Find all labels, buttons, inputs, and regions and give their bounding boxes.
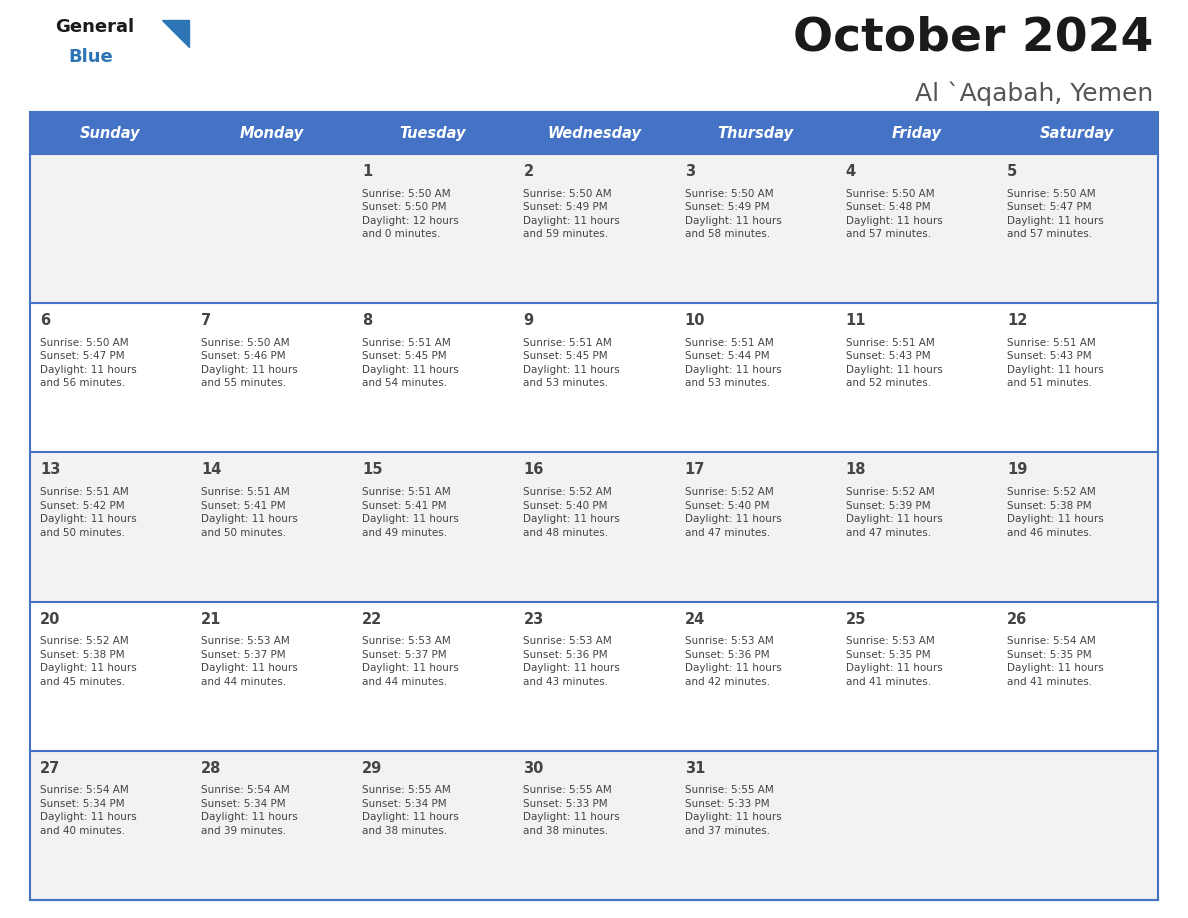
Text: October 2024: October 2024 <box>792 15 1154 60</box>
Text: Sunrise: 5:51 AM
Sunset: 5:45 PM
Daylight: 11 hours
and 54 minutes.: Sunrise: 5:51 AM Sunset: 5:45 PM Dayligh… <box>362 338 459 388</box>
Text: 3: 3 <box>684 164 695 179</box>
Polygon shape <box>162 20 189 47</box>
Text: 19: 19 <box>1007 463 1028 477</box>
Text: Sunrise: 5:53 AM
Sunset: 5:36 PM
Daylight: 11 hours
and 42 minutes.: Sunrise: 5:53 AM Sunset: 5:36 PM Dayligh… <box>684 636 782 687</box>
Text: Sunrise: 5:52 AM
Sunset: 5:38 PM
Daylight: 11 hours
and 46 minutes.: Sunrise: 5:52 AM Sunset: 5:38 PM Dayligh… <box>1007 487 1104 538</box>
Text: Sunrise: 5:50 AM
Sunset: 5:48 PM
Daylight: 11 hours
and 57 minutes.: Sunrise: 5:50 AM Sunset: 5:48 PM Dayligh… <box>846 188 942 240</box>
Text: 2: 2 <box>524 164 533 179</box>
Text: Sunrise: 5:55 AM
Sunset: 5:33 PM
Daylight: 11 hours
and 38 minutes.: Sunrise: 5:55 AM Sunset: 5:33 PM Dayligh… <box>524 785 620 836</box>
Text: Sunrise: 5:53 AM
Sunset: 5:35 PM
Daylight: 11 hours
and 41 minutes.: Sunrise: 5:53 AM Sunset: 5:35 PM Dayligh… <box>846 636 942 687</box>
Text: Sunrise: 5:52 AM
Sunset: 5:39 PM
Daylight: 11 hours
and 47 minutes.: Sunrise: 5:52 AM Sunset: 5:39 PM Dayligh… <box>846 487 942 538</box>
Text: 20: 20 <box>40 611 61 627</box>
Text: Sunrise: 5:54 AM
Sunset: 5:35 PM
Daylight: 11 hours
and 41 minutes.: Sunrise: 5:54 AM Sunset: 5:35 PM Dayligh… <box>1007 636 1104 687</box>
Text: Sunrise: 5:50 AM
Sunset: 5:47 PM
Daylight: 11 hours
and 56 minutes.: Sunrise: 5:50 AM Sunset: 5:47 PM Dayligh… <box>40 338 137 388</box>
Text: 13: 13 <box>40 463 61 477</box>
Text: 10: 10 <box>684 313 704 329</box>
Text: Wednesday: Wednesday <box>546 126 642 140</box>
Text: 15: 15 <box>362 463 383 477</box>
Text: Sunrise: 5:50 AM
Sunset: 5:47 PM
Daylight: 11 hours
and 57 minutes.: Sunrise: 5:50 AM Sunset: 5:47 PM Dayligh… <box>1007 188 1104 240</box>
Bar <box>30 154 1158 303</box>
Text: 22: 22 <box>362 611 383 627</box>
Text: Sunrise: 5:52 AM
Sunset: 5:40 PM
Daylight: 11 hours
and 48 minutes.: Sunrise: 5:52 AM Sunset: 5:40 PM Dayligh… <box>524 487 620 538</box>
Text: General: General <box>55 18 134 36</box>
Bar <box>30 751 1158 900</box>
Text: 11: 11 <box>846 313 866 329</box>
Text: Sunrise: 5:51 AM
Sunset: 5:43 PM
Daylight: 11 hours
and 51 minutes.: Sunrise: 5:51 AM Sunset: 5:43 PM Dayligh… <box>1007 338 1104 388</box>
Text: 8: 8 <box>362 313 373 329</box>
Text: Sunrise: 5:53 AM
Sunset: 5:37 PM
Daylight: 11 hours
and 44 minutes.: Sunrise: 5:53 AM Sunset: 5:37 PM Dayligh… <box>362 636 459 687</box>
Text: Sunday: Sunday <box>81 126 141 140</box>
Text: 26: 26 <box>1007 611 1028 627</box>
Text: 21: 21 <box>201 611 221 627</box>
Text: Sunrise: 5:51 AM
Sunset: 5:43 PM
Daylight: 11 hours
and 52 minutes.: Sunrise: 5:51 AM Sunset: 5:43 PM Dayligh… <box>846 338 942 388</box>
Text: Friday: Friday <box>891 126 941 140</box>
Text: Sunrise: 5:55 AM
Sunset: 5:34 PM
Daylight: 11 hours
and 38 minutes.: Sunrise: 5:55 AM Sunset: 5:34 PM Dayligh… <box>362 785 459 836</box>
Text: Sunrise: 5:50 AM
Sunset: 5:46 PM
Daylight: 11 hours
and 55 minutes.: Sunrise: 5:50 AM Sunset: 5:46 PM Dayligh… <box>201 338 298 388</box>
Text: Sunrise: 5:51 AM
Sunset: 5:41 PM
Daylight: 11 hours
and 49 minutes.: Sunrise: 5:51 AM Sunset: 5:41 PM Dayligh… <box>362 487 459 538</box>
Text: Sunrise: 5:51 AM
Sunset: 5:42 PM
Daylight: 11 hours
and 50 minutes.: Sunrise: 5:51 AM Sunset: 5:42 PM Dayligh… <box>40 487 137 538</box>
Text: 5: 5 <box>1007 164 1017 179</box>
Text: 17: 17 <box>684 463 704 477</box>
Text: 29: 29 <box>362 761 383 776</box>
Text: 23: 23 <box>524 611 544 627</box>
Text: Sunrise: 5:50 AM
Sunset: 5:49 PM
Daylight: 11 hours
and 58 minutes.: Sunrise: 5:50 AM Sunset: 5:49 PM Dayligh… <box>684 188 782 240</box>
Text: Sunrise: 5:52 AM
Sunset: 5:40 PM
Daylight: 11 hours
and 47 minutes.: Sunrise: 5:52 AM Sunset: 5:40 PM Dayligh… <box>684 487 782 538</box>
Text: Al `Aqabah, Yemen: Al `Aqabah, Yemen <box>915 82 1154 106</box>
Text: 16: 16 <box>524 463 544 477</box>
Bar <box>30 112 1158 900</box>
Text: Sunrise: 5:51 AM
Sunset: 5:41 PM
Daylight: 11 hours
and 50 minutes.: Sunrise: 5:51 AM Sunset: 5:41 PM Dayligh… <box>201 487 298 538</box>
Bar <box>30 601 1158 751</box>
Bar <box>30 112 1158 154</box>
Text: 7: 7 <box>201 313 211 329</box>
Text: 24: 24 <box>684 611 704 627</box>
Text: 28: 28 <box>201 761 221 776</box>
Text: 30: 30 <box>524 761 544 776</box>
Text: Sunrise: 5:53 AM
Sunset: 5:37 PM
Daylight: 11 hours
and 44 minutes.: Sunrise: 5:53 AM Sunset: 5:37 PM Dayligh… <box>201 636 298 687</box>
Text: Sunrise: 5:54 AM
Sunset: 5:34 PM
Daylight: 11 hours
and 39 minutes.: Sunrise: 5:54 AM Sunset: 5:34 PM Dayligh… <box>201 785 298 836</box>
Text: Sunrise: 5:52 AM
Sunset: 5:38 PM
Daylight: 11 hours
and 45 minutes.: Sunrise: 5:52 AM Sunset: 5:38 PM Dayligh… <box>40 636 137 687</box>
Text: Sunrise: 5:50 AM
Sunset: 5:50 PM
Daylight: 12 hours
and 0 minutes.: Sunrise: 5:50 AM Sunset: 5:50 PM Dayligh… <box>362 188 459 240</box>
Text: Sunrise: 5:55 AM
Sunset: 5:33 PM
Daylight: 11 hours
and 37 minutes.: Sunrise: 5:55 AM Sunset: 5:33 PM Dayligh… <box>684 785 782 836</box>
Text: Tuesday: Tuesday <box>399 126 466 140</box>
Text: Sunrise: 5:51 AM
Sunset: 5:45 PM
Daylight: 11 hours
and 53 minutes.: Sunrise: 5:51 AM Sunset: 5:45 PM Dayligh… <box>524 338 620 388</box>
Text: Blue: Blue <box>68 48 113 66</box>
Text: Sunrise: 5:54 AM
Sunset: 5:34 PM
Daylight: 11 hours
and 40 minutes.: Sunrise: 5:54 AM Sunset: 5:34 PM Dayligh… <box>40 785 137 836</box>
Text: Saturday: Saturday <box>1041 126 1114 140</box>
Text: 31: 31 <box>684 761 704 776</box>
Text: 12: 12 <box>1007 313 1028 329</box>
Text: Sunrise: 5:50 AM
Sunset: 5:49 PM
Daylight: 11 hours
and 59 minutes.: Sunrise: 5:50 AM Sunset: 5:49 PM Dayligh… <box>524 188 620 240</box>
Text: Monday: Monday <box>240 126 304 140</box>
Text: 1: 1 <box>362 164 373 179</box>
Bar <box>30 303 1158 453</box>
Text: 6: 6 <box>40 313 50 329</box>
Text: 18: 18 <box>846 463 866 477</box>
Text: Sunrise: 5:53 AM
Sunset: 5:36 PM
Daylight: 11 hours
and 43 minutes.: Sunrise: 5:53 AM Sunset: 5:36 PM Dayligh… <box>524 636 620 687</box>
Bar <box>30 453 1158 601</box>
Text: Sunrise: 5:51 AM
Sunset: 5:44 PM
Daylight: 11 hours
and 53 minutes.: Sunrise: 5:51 AM Sunset: 5:44 PM Dayligh… <box>684 338 782 388</box>
Text: 25: 25 <box>846 611 866 627</box>
Text: 9: 9 <box>524 313 533 329</box>
Text: 14: 14 <box>201 463 221 477</box>
Text: Thursday: Thursday <box>718 126 794 140</box>
Text: 27: 27 <box>40 761 61 776</box>
Text: 4: 4 <box>846 164 855 179</box>
